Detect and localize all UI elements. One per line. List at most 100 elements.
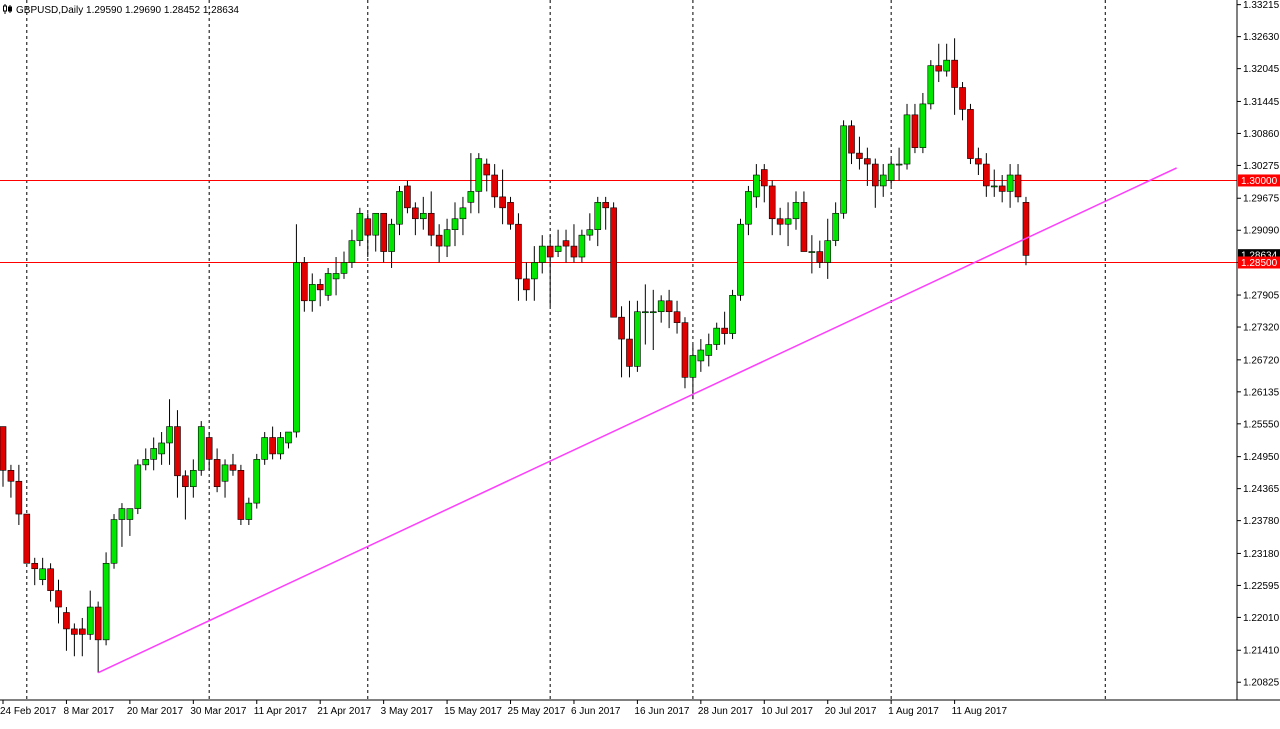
candle xyxy=(364,213,372,258)
candle-body-up xyxy=(554,245,562,252)
date-tick-label: 6 Jun 2017 xyxy=(571,706,621,717)
candle xyxy=(760,164,768,203)
candle xyxy=(816,240,824,268)
candle-body-down xyxy=(776,218,784,225)
candle-body-up xyxy=(221,464,229,482)
candle-body-up xyxy=(927,65,935,105)
candle-body-down xyxy=(871,163,879,187)
candle xyxy=(126,508,134,536)
candle-body-up xyxy=(459,207,467,220)
candle xyxy=(79,617,86,657)
candle xyxy=(419,196,427,230)
candle xyxy=(602,196,609,230)
candle-body-down xyxy=(1014,174,1022,198)
candle-body-up xyxy=(158,442,165,455)
candle-body-up xyxy=(102,562,110,641)
candle-body-up xyxy=(467,191,475,203)
candle-body-down xyxy=(499,196,506,209)
candle-body-up xyxy=(808,251,816,253)
candle xyxy=(47,563,54,602)
candle-body-down xyxy=(816,251,824,263)
vertical-gridlines xyxy=(26,0,1106,700)
candle xyxy=(277,432,284,460)
candle xyxy=(380,212,387,263)
candle-body-up xyxy=(887,163,895,181)
candle-body-up xyxy=(538,245,546,263)
price-tick-label: 1.22010 xyxy=(1243,613,1280,624)
candle-body-down xyxy=(523,278,530,291)
candle-body-up xyxy=(261,437,268,460)
price-tick-label: 1.33215 xyxy=(1243,0,1280,11)
candle-body-down xyxy=(435,234,443,247)
candle xyxy=(570,224,578,263)
candle-body-down xyxy=(562,240,570,247)
candle xyxy=(15,464,23,525)
candle xyxy=(538,235,546,274)
candle-body-up xyxy=(443,229,451,247)
candle-body-down xyxy=(31,562,39,570)
candle-body-up xyxy=(840,125,847,214)
candle xyxy=(610,202,617,318)
candle xyxy=(705,333,713,367)
candle xyxy=(205,432,213,471)
candle xyxy=(134,459,142,515)
candle xyxy=(800,191,808,252)
candle xyxy=(451,202,459,247)
candle-body-up xyxy=(832,212,839,241)
candle-body-up xyxy=(594,202,602,230)
candle-body-down xyxy=(15,480,23,515)
candle-body-up xyxy=(689,355,697,378)
price-label-box xyxy=(1238,174,1280,187)
candle xyxy=(554,229,562,258)
candle xyxy=(491,164,498,208)
candle xyxy=(721,311,728,345)
candle xyxy=(308,273,316,312)
candle-body-up xyxy=(388,223,395,252)
candle xyxy=(142,448,150,471)
candle-body-up xyxy=(324,273,332,296)
candle xyxy=(253,453,261,509)
candle xyxy=(467,153,475,214)
candle-body-up xyxy=(919,103,927,148)
candle xyxy=(1014,164,1022,203)
candle-body-up xyxy=(737,223,744,296)
candle xyxy=(959,82,966,121)
candle xyxy=(935,43,943,83)
candle xyxy=(697,339,705,372)
candle-body-down xyxy=(507,202,514,225)
line-price-label: 1.30000 xyxy=(1238,174,1280,187)
date-tick-label: 30 Mar 2017 xyxy=(190,706,247,717)
candle xyxy=(729,289,736,340)
candle xyxy=(523,262,530,301)
candle-body-down xyxy=(47,568,54,591)
candle-body-down xyxy=(412,207,419,220)
candle-body-up xyxy=(792,202,800,220)
open-value: 1.29590 xyxy=(86,5,123,16)
candle-body-down xyxy=(546,245,554,258)
line-price-label: 1.28500 xyxy=(1238,256,1280,269)
candle-body-up xyxy=(39,568,46,580)
candle xyxy=(594,196,602,247)
candle xyxy=(808,235,816,274)
candle-body-down xyxy=(427,212,435,236)
candle xyxy=(784,202,792,247)
candle-body-up xyxy=(753,174,760,198)
candle xyxy=(673,300,681,334)
candle-body-up xyxy=(277,437,284,455)
candle-body-down xyxy=(174,426,181,477)
price-tick-label: 1.24365 xyxy=(1243,484,1280,495)
candle xyxy=(903,103,911,170)
candle-body-down xyxy=(721,327,728,334)
candle xyxy=(642,284,649,345)
candle-body-up xyxy=(134,464,142,509)
candle-body-down xyxy=(63,612,70,630)
candle xyxy=(943,43,950,77)
candle xyxy=(1022,196,1030,266)
candle-body-up xyxy=(293,262,300,433)
candle-body-up xyxy=(86,606,94,635)
trendline-group[interactable] xyxy=(97,167,1177,674)
candle xyxy=(213,448,221,493)
candle xyxy=(499,169,506,225)
